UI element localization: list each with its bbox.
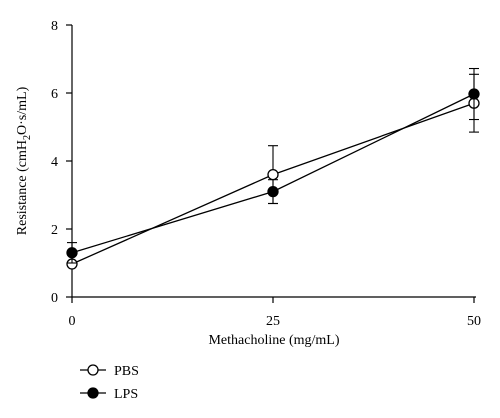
x-tick-label: 0: [69, 314, 76, 329]
legend: PBS LPS: [80, 364, 139, 402]
y-axis-title: Resistance (cmH2O·s/mL): [15, 86, 33, 235]
data-point-lps: [468, 88, 480, 100]
x-ticks: 0 25 50: [69, 297, 481, 329]
data-point-lps: [66, 247, 78, 259]
legend-item-pbs: PBS: [80, 364, 139, 379]
legend-item-lps: LPS: [80, 387, 138, 402]
y-tick-label: 2: [51, 223, 58, 238]
axes: [71, 25, 476, 298]
legend-marker-pbs: [87, 364, 99, 376]
y-axis-title-before: Resistance (cmH: [15, 140, 30, 235]
y-tick-label: 8: [51, 19, 58, 34]
y-tick-label: 6: [51, 87, 58, 102]
series-pbs: [66, 73, 480, 270]
y-ticks: 0 2 4 6 8: [51, 19, 72, 306]
legend-label-pbs: PBS: [114, 364, 139, 379]
y-tick-label: 0: [51, 291, 58, 306]
data-point-lps: [267, 185, 279, 198]
y-axis-title-after: O·s/mL): [15, 86, 30, 135]
y-axis-title-sub: 2: [22, 135, 33, 140]
series-lps: [66, 67, 480, 264]
x-tick-label: 25: [266, 314, 280, 329]
legend-label-lps: LPS: [114, 387, 138, 402]
x-axis-title: Methacholine (mg/mL): [208, 333, 339, 348]
series-layer: [66, 67, 480, 270]
x-tick-label: 50: [467, 314, 481, 329]
y-tick-label: 4: [51, 155, 58, 170]
data-point-pbs: [267, 168, 279, 181]
legend-marker-lps: [87, 387, 99, 399]
